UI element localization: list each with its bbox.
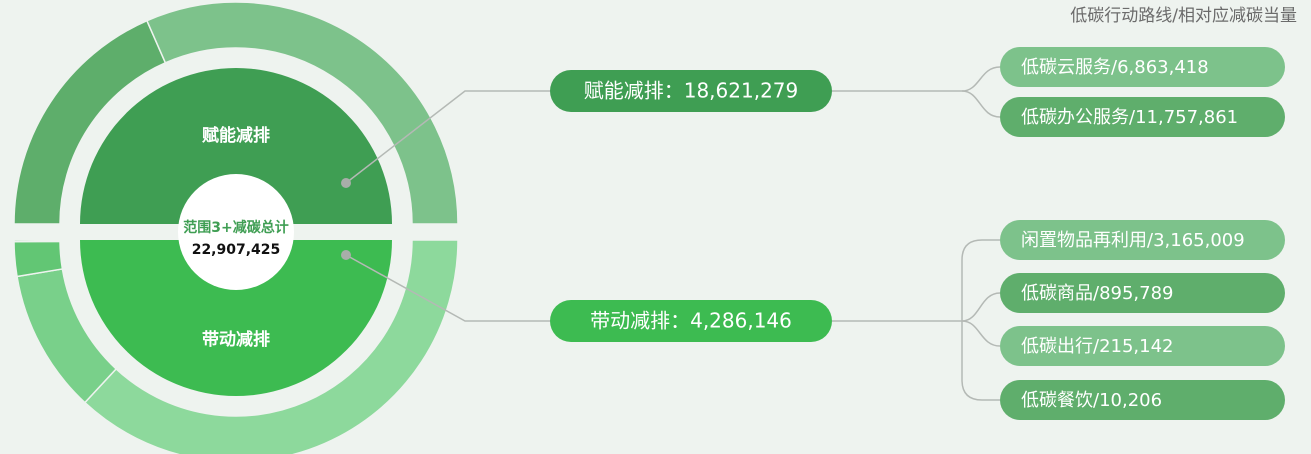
center-hole: [178, 174, 294, 290]
group-pill-label: 赋能减排：18,621,279: [584, 79, 799, 103]
outer-segment: [13, 239, 61, 243]
item-pill-label: 低碳办公服务/11,757,861: [1021, 107, 1238, 128]
item-pill: [1000, 273, 1285, 313]
connector: [961, 292, 1001, 322]
connector-dot: [341, 250, 351, 260]
item-pill: [1000, 326, 1285, 366]
inner-label: 赋能减排: [202, 125, 270, 146]
center-value: 22,907,425: [192, 242, 281, 258]
outer-segment: [83, 239, 459, 454]
item-pill-label: 闲置物品再利用/3,165,009: [1021, 230, 1245, 251]
connector: [961, 320, 1001, 347]
item-pill: [1000, 220, 1285, 260]
item-pill-label: 低碳商品/895,789: [1021, 283, 1174, 304]
connector: [961, 321, 1000, 401]
connector-dot: [341, 178, 351, 188]
group-pill: [550, 70, 832, 112]
outer-segment: [145, 1, 459, 225]
group-pill-label: 带动减排：4,286,146: [590, 309, 792, 333]
item-pill: [1000, 47, 1285, 87]
connector: [961, 90, 1001, 118]
group-pill: [550, 300, 832, 342]
inner-segment: [80, 68, 392, 224]
connector: [345, 90, 550, 184]
item-pill-label: 低碳出行/215,142: [1021, 336, 1174, 357]
inner-label: 带动减排: [202, 329, 270, 350]
connector: [961, 239, 1000, 321]
item-pill: [1000, 380, 1285, 420]
connector: [961, 66, 1001, 92]
item-pill: [1000, 97, 1285, 137]
inner-segment: [80, 240, 392, 396]
header-title: 低碳行动路线/相对应减碳当量: [1070, 6, 1297, 26]
item-pill-label: 低碳云服务/6,863,418: [1021, 57, 1209, 78]
item-pill-label: 低碳餐饮/10,206: [1021, 390, 1162, 411]
connector: [345, 254, 550, 322]
center-label: 范围3+减碳总计: [183, 219, 288, 236]
